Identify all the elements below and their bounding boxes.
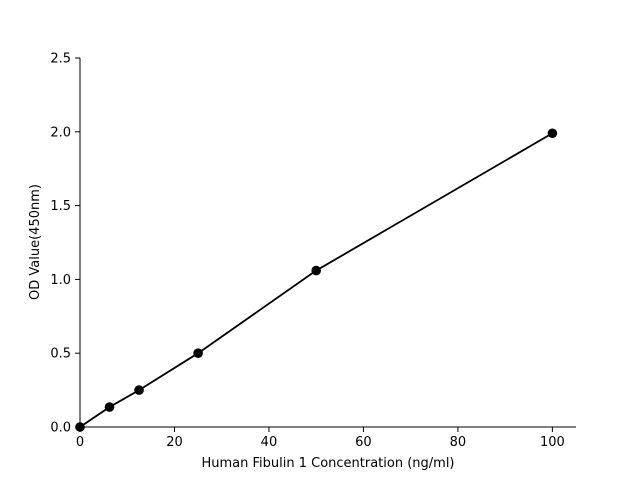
plot-series xyxy=(75,128,558,432)
x-tick-label: 100 xyxy=(540,435,565,450)
x-tick-label: 60 xyxy=(355,435,372,450)
x-tick-label: 0 xyxy=(76,435,84,450)
y-tick-label: 0.0 xyxy=(50,421,71,436)
data-point xyxy=(193,348,203,359)
y-axis-label: OD Value(450nm) xyxy=(28,184,43,300)
x-tick-label: 20 xyxy=(166,435,183,450)
data-point xyxy=(311,265,321,276)
y-tick-label: 2.0 xyxy=(50,125,71,140)
x-axis: 0 20 40 60 80 100 xyxy=(76,426,576,450)
data-point xyxy=(547,128,558,139)
series-line xyxy=(79,132,553,428)
y-tick-label: 0.5 xyxy=(50,347,71,362)
data-point xyxy=(104,402,115,412)
y-axis: 0.0 0.5 1.0 1.5 2.0 2.5 xyxy=(50,52,81,436)
y-tick-label: 2.5 xyxy=(50,52,71,67)
data-point xyxy=(75,422,85,432)
y-tick-label: 1.5 xyxy=(50,199,71,214)
x-tick-label: 40 xyxy=(261,435,278,450)
y-tick-label: 1.0 xyxy=(50,273,71,288)
x-axis-label: Human Fibulin 1 Concentration (ng/ml) xyxy=(201,456,454,471)
x-tick-label: 80 xyxy=(450,435,467,450)
data-point xyxy=(134,385,144,395)
